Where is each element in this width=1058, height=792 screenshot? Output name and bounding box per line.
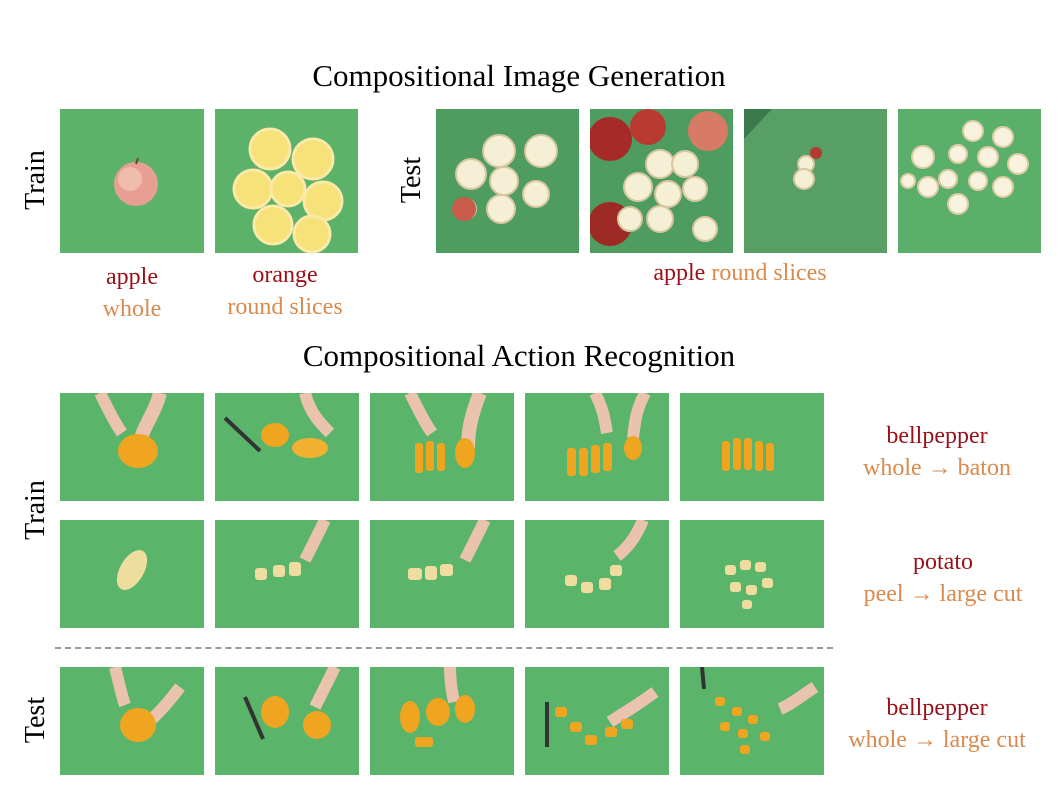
caption-object: apple <box>653 260 706 286</box>
act-test-label: Test <box>20 696 51 744</box>
train-image-orange-slices <box>215 109 358 253</box>
frame-row2-2 <box>215 520 359 628</box>
frame-row2-4 <box>525 520 669 628</box>
act-train-label: Train <box>20 480 51 540</box>
train-image-apple-whole <box>60 109 204 253</box>
test-image-apple-slices-1 <box>436 109 579 253</box>
frame-row2-5 <box>680 520 824 628</box>
test-image-apple-slices-2 <box>590 109 733 253</box>
caption-orange-round-slices: orange round slices <box>200 259 370 323</box>
caption-object: bellpepper <box>886 423 988 449</box>
caption-apple-whole: apple whole <box>60 261 204 325</box>
caption-action: peel → large cut <box>863 581 1023 607</box>
caption-action: whole → baton <box>863 455 1011 481</box>
act-title: Compositional Action Recognition <box>302 338 736 373</box>
frame-row2-3 <box>370 520 514 628</box>
gen-train-label: Train <box>20 150 51 210</box>
caption-state: round slices <box>711 260 827 286</box>
frame-row3-2 <box>215 667 359 775</box>
caption-action: whole → large cut <box>848 727 1026 753</box>
row2-caption: potato peel → large cut <box>832 546 1054 610</box>
frame-row3-3 <box>370 667 514 775</box>
row3-caption: bellpepper whole → large cut <box>826 692 1048 756</box>
caption-object: bellpepper <box>886 695 988 721</box>
caption-object: orange <box>252 262 318 288</box>
gen-test-label: Test <box>396 156 427 204</box>
frame-row3-4 <box>525 667 669 775</box>
frame-row1-2 <box>215 393 359 501</box>
frame-row1-4 <box>525 393 669 501</box>
frame-row1-3 <box>370 393 514 501</box>
train-test-separator <box>55 647 833 649</box>
caption-state: whole <box>102 296 162 322</box>
caption-object: apple <box>106 264 158 290</box>
caption-object: potato <box>913 549 973 575</box>
gen-title: Compositional Image Generation <box>312 58 726 93</box>
frame-row1-5 <box>680 393 824 501</box>
frame-row3-5 <box>680 667 824 775</box>
caption-test-apple-round-slices: apple round slices <box>600 257 880 289</box>
frame-row3-1 <box>60 667 204 775</box>
test-image-apple-slices-3 <box>744 109 887 253</box>
frame-row1-1 <box>60 393 204 501</box>
caption-state: round slices <box>227 294 343 320</box>
row1-caption: bellpepper whole → baton <box>832 420 1042 484</box>
frame-row2-1 <box>60 520 204 628</box>
test-image-apple-slices-4 <box>898 109 1041 253</box>
